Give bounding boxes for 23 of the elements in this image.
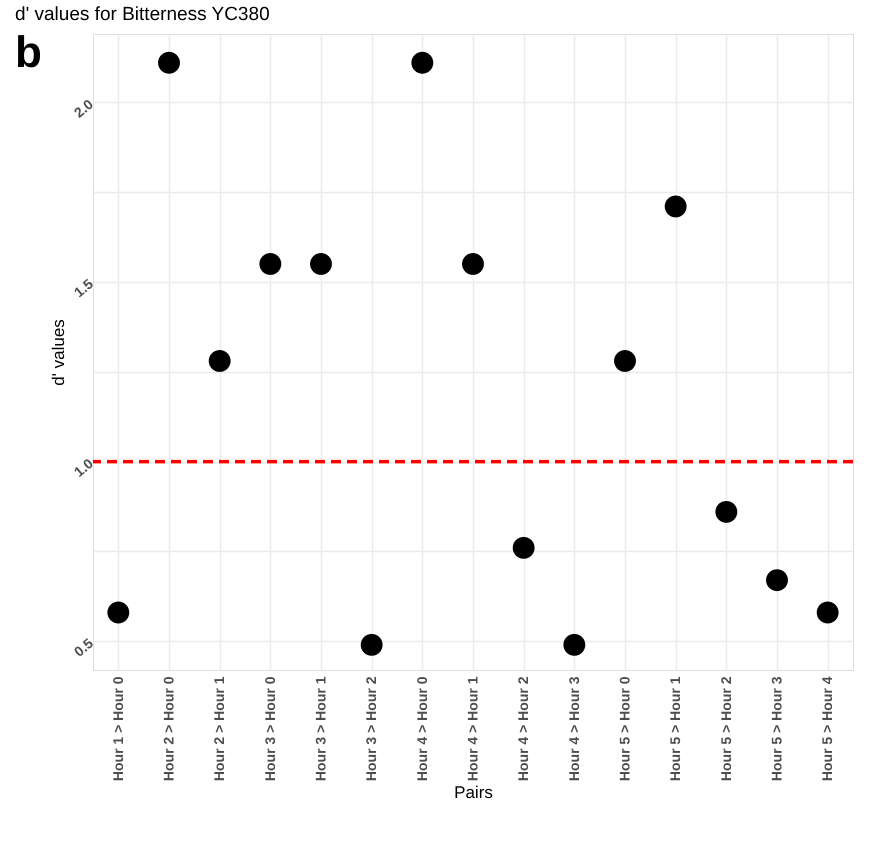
x-tick-label: Hour 4 > Hour 3 (566, 676, 582, 782)
x-axis-title: Pairs (454, 783, 493, 802)
y-tick-label: 0.5 (70, 634, 96, 660)
x-tick-label: Hour 5 > Hour 1 (667, 676, 684, 782)
x-tick-label: Hour 3 > Hour 1 (312, 676, 328, 782)
x-tick-label: Hour 2 > Hour 1 (211, 676, 228, 782)
x-tick-label: Hour 3 > Hour 0 (262, 676, 278, 782)
y-tick-label: 2.0 (70, 96, 96, 121)
chart-title: d' values for Bitterness YC380 (15, 4, 270, 25)
y-axis-title: d' values (49, 319, 68, 386)
x-tick-label: Hour 2 > Hour 0 (160, 676, 176, 782)
text: b (15, 28, 42, 77)
x-tick-label: Hour 3 > Hour 2 (363, 676, 380, 782)
x-tick-label: Hour 1 > Hour 0 (110, 676, 126, 782)
x-tick-label: Hour 4 > Hour 2 (515, 676, 532, 782)
x-tick-label: Hour 5 > Hour 4 (819, 676, 836, 782)
x-tick-label: Hour 4 > Hour 1 (464, 676, 480, 782)
x-tick-label: Hour 5 > Hour 0 (616, 676, 632, 782)
y-tick-label: 1.5 (70, 275, 96, 300)
x-tick-label: Hour 5 > Hour 3 (768, 676, 784, 782)
y-tick-label: 1.0 (70, 455, 96, 480)
x-tick-label: Hour 5 > Hour 2 (718, 676, 734, 782)
x-tick-label: Hour 4 > Hour 0 (414, 676, 430, 782)
